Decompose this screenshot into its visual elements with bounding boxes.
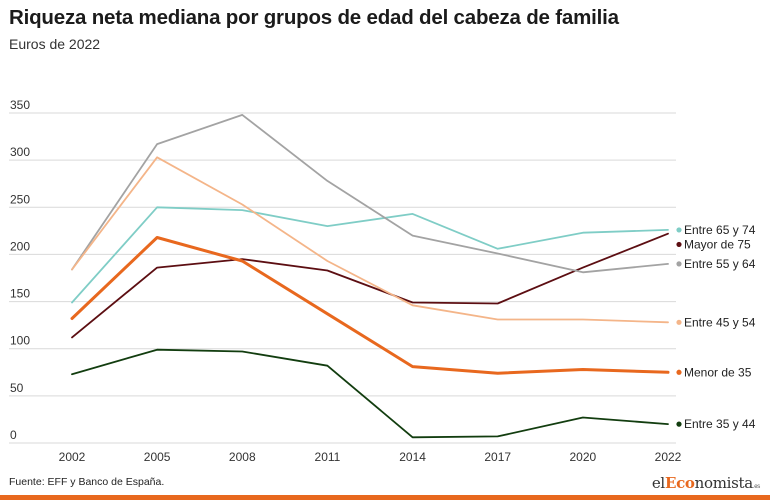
series-line bbox=[71, 348, 669, 439]
series-line bbox=[70, 236, 670, 375]
series-end-label: Entre 65 y 74 bbox=[684, 223, 756, 237]
series-line bbox=[71, 206, 669, 304]
series-end-label: Mayor de 75 bbox=[684, 237, 751, 251]
series-end-marker bbox=[676, 261, 682, 267]
chart-subtitle: Euros de 2022 bbox=[9, 36, 101, 52]
logo-part-prefix: el bbox=[651, 474, 665, 492]
logo-part-rest: nomista bbox=[694, 474, 754, 492]
series-line bbox=[71, 232, 669, 339]
x-tick-label: 2017 bbox=[484, 450, 511, 464]
logo-part-suffix: .es bbox=[752, 484, 760, 490]
series-end-label: Entre 55 y 64 bbox=[684, 257, 756, 271]
series-end-marker bbox=[676, 241, 682, 248]
series-end-label: Entre 45 y 54 bbox=[684, 315, 756, 329]
series-end-marker bbox=[676, 227, 682, 233]
series-end-label: Menor de 35 bbox=[684, 365, 752, 379]
series-line bbox=[71, 156, 669, 324]
line-chart: 0 50 100 150 200 250 300 350 2002 2005 2008 2011 201… bbox=[9, 98, 756, 464]
x-tick-label: 2020 bbox=[570, 450, 597, 464]
y-tick-label: 0 bbox=[10, 428, 17, 442]
brand-bar bbox=[0, 495, 770, 500]
x-tick-label: 2008 bbox=[229, 450, 256, 464]
y-tick-label: 350 bbox=[10, 98, 30, 112]
series-line bbox=[71, 114, 669, 274]
series-end-marker bbox=[676, 319, 682, 325]
y-tick-label: 300 bbox=[10, 145, 30, 159]
publisher-logo: elEconomista.es bbox=[652, 474, 760, 492]
series-end-marker bbox=[676, 369, 682, 375]
source-note: Fuente: EFF y Banco de España. bbox=[9, 476, 165, 488]
y-tick-label: 250 bbox=[10, 192, 30, 206]
series-end-marker bbox=[676, 421, 682, 427]
y-tick-label: 150 bbox=[10, 287, 30, 301]
logo-part-accent: Eco bbox=[664, 474, 695, 492]
x-tick-label: 2002 bbox=[59, 450, 86, 464]
y-tick-label: 50 bbox=[10, 381, 24, 395]
x-tick-label: 2014 bbox=[399, 450, 426, 464]
chart-title: Riqueza neta mediana por grupos de edad … bbox=[9, 6, 619, 29]
x-tick-label: 2005 bbox=[144, 450, 171, 464]
x-tick-label: 2022 bbox=[655, 450, 682, 464]
y-tick-label: 100 bbox=[10, 334, 30, 348]
series-end-label: Entre 35 y 44 bbox=[684, 417, 756, 431]
x-tick-label: 2011 bbox=[315, 450, 341, 464]
y-tick-label: 200 bbox=[10, 239, 30, 253]
